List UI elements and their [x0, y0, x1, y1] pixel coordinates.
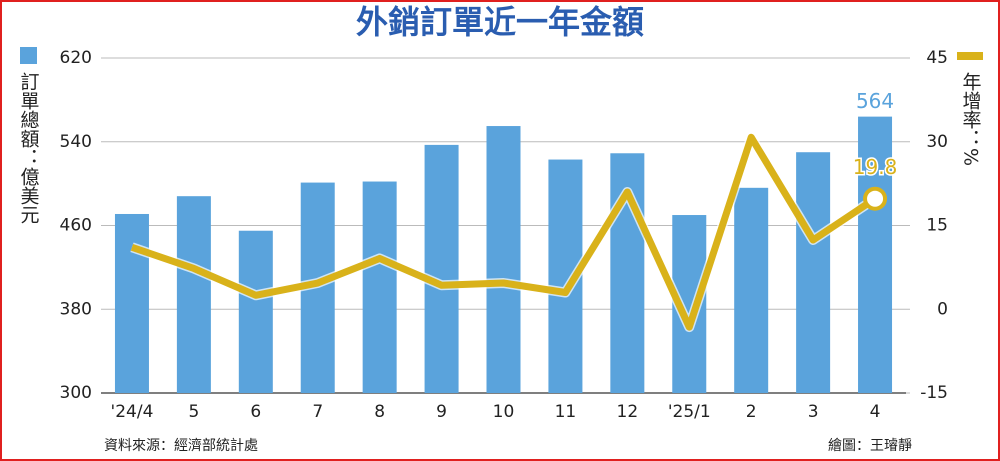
x-tick-label: 11	[555, 402, 577, 422]
value-label: 564	[856, 89, 894, 113]
legend-label: 年增率：%	[960, 72, 982, 166]
bar	[486, 126, 521, 393]
x-tick-label: '25/1	[668, 402, 711, 422]
chart-title: 外銷訂單近一年金額	[356, 3, 644, 41]
x-tick-label: 3	[808, 402, 819, 422]
y2-tick-label: -15	[920, 383, 948, 403]
x-tick-label: '24/4	[111, 402, 154, 422]
y-tick-label: 540	[60, 132, 92, 152]
line	[130, 133, 877, 331]
x-tick-label: 7	[312, 402, 323, 422]
marker	[863, 186, 888, 211]
x-tick-label: 5	[188, 402, 199, 422]
y2-tick-label: 0	[937, 299, 948, 319]
y-tick-label: 460	[60, 216, 92, 236]
y2-tick-label: 45	[926, 48, 948, 68]
bar	[424, 144, 459, 393]
x-tick-label: 4	[870, 402, 881, 422]
bar	[114, 213, 149, 393]
x-tick-label: 6	[250, 402, 261, 422]
x-tick-label: 12	[617, 402, 639, 422]
bar	[238, 230, 273, 393]
x-tick-label: 2	[746, 402, 757, 422]
y-tick-label: 300	[60, 383, 92, 403]
y-tick-label: 620	[60, 48, 92, 68]
y-tick-label: 380	[60, 299, 92, 319]
x-tick-label: 9	[436, 402, 447, 422]
source: 資料來源：經濟部統計處	[104, 438, 258, 454]
credit: 繪圖：王璿靜	[828, 437, 912, 454]
bar	[176, 196, 211, 393]
bar	[362, 181, 397, 393]
legend-swatch	[20, 47, 37, 64]
y2-tick-label: 15	[926, 216, 948, 236]
bar	[796, 152, 831, 393]
bar	[734, 187, 769, 393]
x-tick-label: 8	[374, 402, 385, 422]
bar	[858, 116, 893, 393]
legend-swatch	[957, 52, 983, 60]
legend-label: 訂單總額：億美元	[18, 72, 40, 224]
value-label: 19.8	[853, 155, 898, 179]
y2-tick-label: 30	[926, 132, 948, 152]
x-tick-label: 10	[493, 402, 515, 422]
